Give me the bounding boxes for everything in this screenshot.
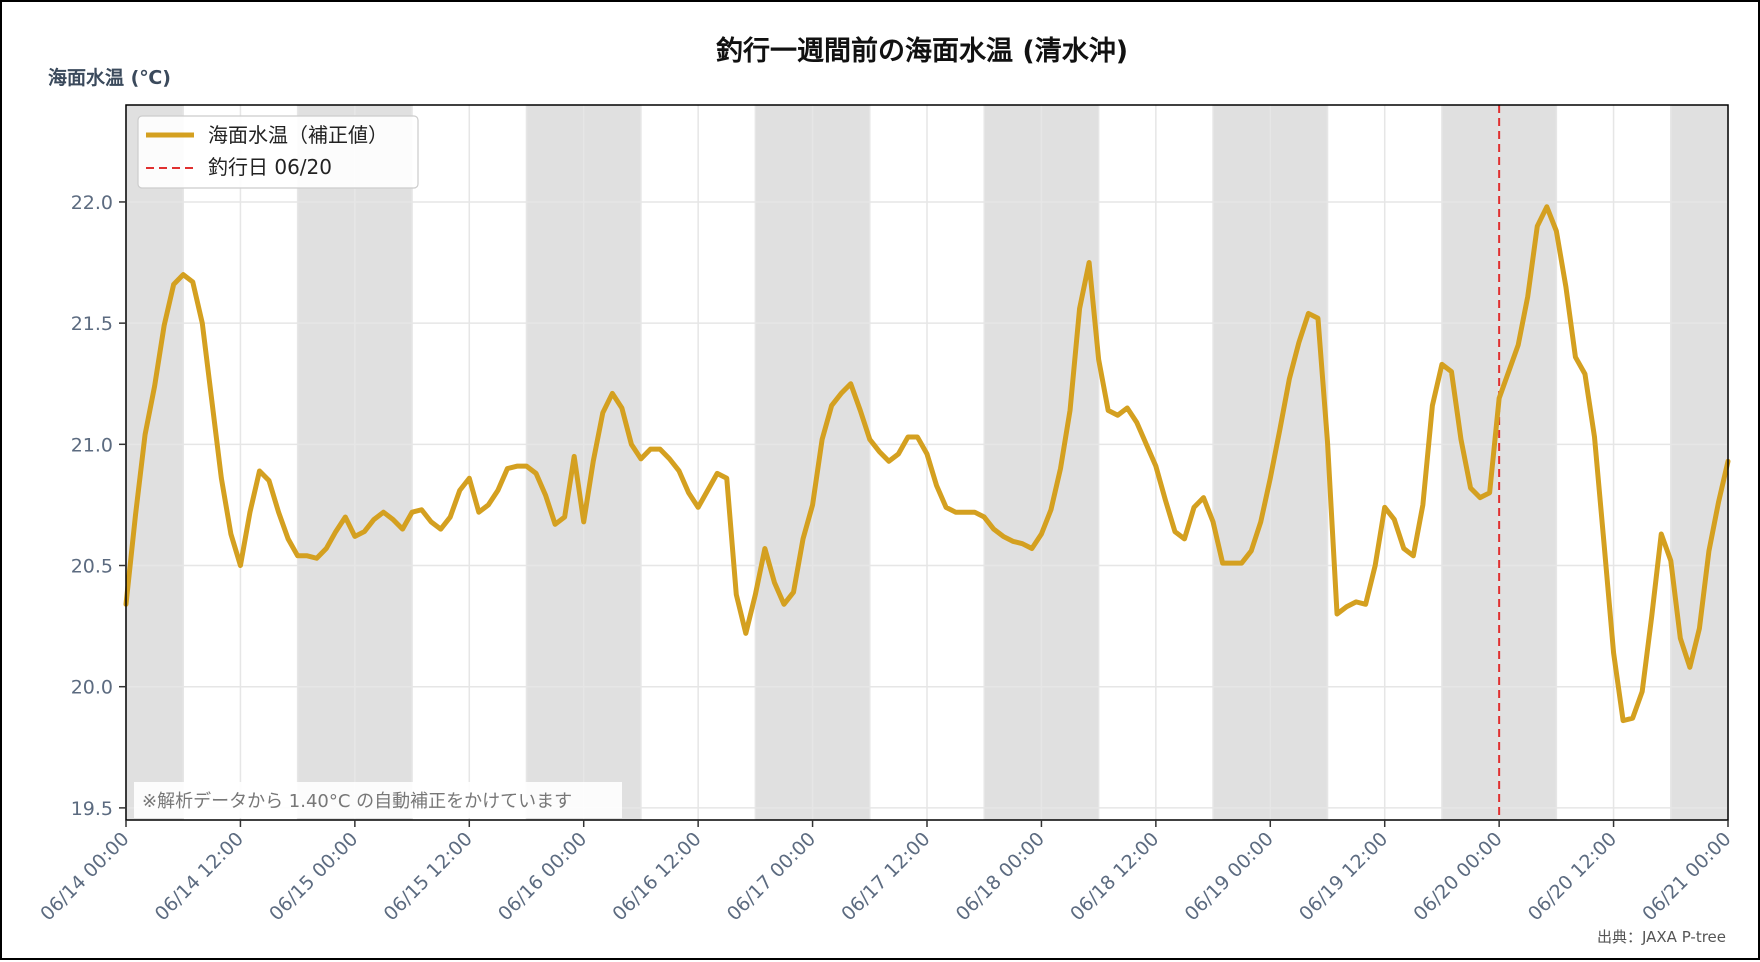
sst-series-line	[123, 204, 1731, 724]
legend: 海面水温（補正値） 釣行日 06/20	[137, 115, 419, 189]
y-tick-label: 22.0	[71, 192, 113, 214]
x-tick-label: 06/20 12:00	[1524, 828, 1621, 925]
y-tick-label: 21.0	[71, 434, 113, 456]
x-tick-label: 06/16 12:00	[608, 828, 705, 925]
legend-box	[137, 115, 419, 189]
correction-annotation: ※解析データから 1.40°C の自動補正をかけています	[142, 791, 572, 812]
source-credit: 出典：JAXA P-tree	[1597, 928, 1726, 946]
x-tick-label: 06/18 00:00	[952, 828, 1049, 925]
night-shade-band	[126, 105, 184, 820]
x-axis-ticks: 06/14 00:00 06/14 12:00 06/15 00:00 06/15 1…	[36, 820, 1736, 925]
annotation-box	[134, 782, 622, 818]
legend-series-label: 海面水温（補正値）	[208, 123, 388, 147]
x-tick-label: 06/14 00:00	[36, 828, 133, 925]
legend-marker-label: 釣行日 06/20	[208, 155, 332, 179]
x-tick-label: 06/21 00:00	[1638, 828, 1735, 925]
y-tick-label: 21.5	[71, 313, 113, 335]
x-tick-label: 06/18 12:00	[1066, 828, 1163, 925]
x-tick-label: 06/19 00:00	[1181, 828, 1278, 925]
chart-title: 釣行一週間前の海面水温 (清水沖)	[716, 35, 1128, 67]
x-tick-label: 06/19 12:00	[1295, 828, 1392, 925]
x-tick-label: 06/15 00:00	[265, 828, 362, 925]
y-axis-label: 海面水温 (℃)	[48, 66, 171, 89]
x-tick-label: 06/16 00:00	[494, 828, 591, 925]
y-tick-label: 19.5	[71, 798, 113, 820]
x-tick-label: 06/20 00:00	[1409, 828, 1506, 925]
y-tick-label: 20.0	[71, 677, 113, 699]
x-tick-label: 06/15 12:00	[380, 828, 477, 925]
x-tick-label: 06/14 12:00	[151, 828, 248, 925]
y-axis-ticks: 19.5 20.0 20.5 21.0 21.5 22.0	[71, 192, 126, 820]
x-tick-label: 06/17 12:00	[837, 828, 934, 925]
night-shade-band	[1670, 105, 1728, 820]
y-tick-label: 20.5	[71, 556, 113, 578]
x-tick-label: 06/17 00:00	[723, 828, 820, 925]
